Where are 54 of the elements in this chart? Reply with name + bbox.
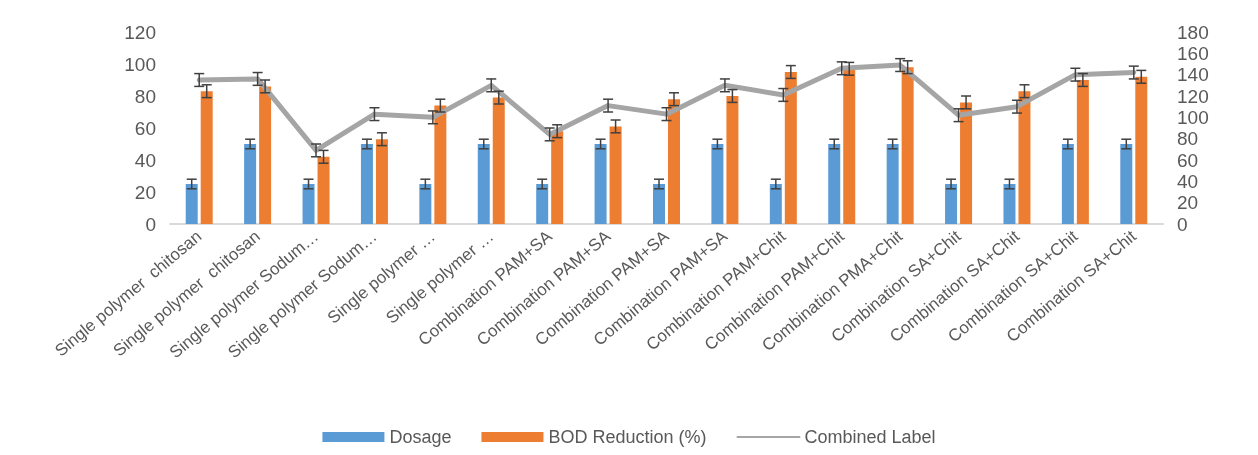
- y-tick-label: 120: [124, 21, 156, 43]
- bar: [317, 156, 330, 224]
- y2-tick-label: 160: [1177, 42, 1209, 64]
- y-tick-label: 0: [145, 213, 156, 235]
- y2-tick-label: 40: [1177, 170, 1199, 192]
- y2-tick-label: 100: [1177, 106, 1209, 128]
- bar: [901, 67, 914, 224]
- bar: [492, 97, 505, 224]
- legend-label: Dosage: [389, 427, 452, 447]
- legend-label: Combined Label: [804, 427, 936, 447]
- bar: [843, 68, 856, 224]
- bar: [244, 144, 257, 224]
- y-tick-label: 20: [134, 181, 156, 203]
- bar: [945, 184, 958, 224]
- bar: [726, 96, 739, 224]
- bar: [536, 184, 549, 224]
- y-tick-label: 60: [134, 117, 156, 139]
- bar: [784, 72, 797, 224]
- bar: [668, 99, 680, 224]
- y2-tick-label: 140: [1177, 64, 1209, 86]
- bar: [711, 144, 724, 224]
- bar: [1003, 184, 1016, 224]
- bar: [1076, 80, 1089, 224]
- bar: [769, 184, 782, 224]
- bar: [653, 184, 665, 224]
- y2-tick-label: 60: [1177, 149, 1199, 171]
- bar: [960, 102, 973, 224]
- y2-tick-label: 0: [1177, 213, 1188, 235]
- bar: [259, 86, 272, 224]
- y2-tick-label: 120: [1177, 85, 1209, 107]
- y-tick-label: 40: [134, 149, 156, 171]
- bar: [1135, 76, 1148, 224]
- legend-label: BOD Reduction (%): [548, 427, 707, 447]
- bar: [419, 184, 432, 224]
- y-tick-label: 80: [134, 85, 156, 107]
- y-tick-label: 100: [124, 53, 156, 75]
- bar: [375, 139, 388, 224]
- y2-tick-label: 180: [1177, 21, 1209, 43]
- bar: [200, 91, 213, 224]
- bar: [302, 184, 315, 224]
- y2-tick-label: 20: [1177, 192, 1199, 214]
- bar: [828, 144, 841, 224]
- bar: [1120, 144, 1133, 224]
- y2-tick-label: 80: [1177, 128, 1199, 150]
- bar: [551, 131, 564, 224]
- bar: [434, 105, 447, 224]
- bar: [360, 144, 373, 224]
- bar: [1061, 144, 1074, 224]
- bar: [477, 144, 490, 224]
- bar: [609, 126, 622, 224]
- bar: [1018, 91, 1031, 224]
- bar: [185, 184, 198, 224]
- bar: [594, 144, 607, 224]
- bar: [886, 144, 899, 224]
